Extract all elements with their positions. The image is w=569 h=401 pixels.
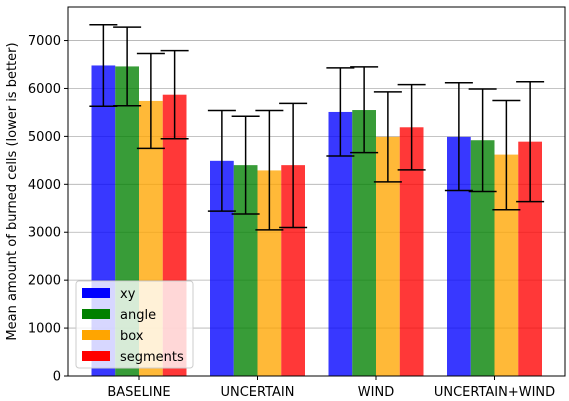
y-tick-label: 3000 (28, 226, 61, 241)
bar-xy-3 (447, 136, 471, 376)
y-axis: 0 1000 2000 3000 4000 5000 6000 7000 (28, 34, 68, 385)
bar-angle-1 (233, 165, 258, 376)
bar-angle-3 (470, 140, 495, 376)
plot-frame (67, 6, 566, 377)
bar-box-1 (257, 170, 282, 376)
y-tick-label: 5000 (28, 130, 61, 145)
legend-label-box: box (120, 329, 144, 344)
legend-swatch-box (82, 330, 110, 340)
legend-label-angle: angle (120, 308, 156, 323)
y-tick-label: 2000 (28, 274, 61, 289)
x-tick-label: UNCERTAIN (220, 385, 294, 400)
y-axis-label: Mean amount of burned cells (lower is be… (5, 42, 20, 340)
bar-segments-1 (281, 165, 305, 376)
bar-angle-2 (352, 110, 376, 376)
y-tick-label: 1000 (28, 322, 61, 337)
error-bars (89, 23, 545, 231)
bar-segments-3 (518, 141, 542, 376)
x-tick-label: WIND (358, 385, 394, 400)
legend-swatch-xy (82, 288, 110, 298)
bar-segments-2 (399, 127, 424, 376)
bar-box-2 (376, 136, 400, 376)
x-tick-label: UNCERTAIN+WIND (434, 385, 555, 400)
legend: xy angle box segments (75, 280, 194, 369)
legend-box (75, 280, 194, 369)
legend-label-segments: segments (120, 350, 184, 365)
legend-swatch-segments (82, 351, 110, 361)
x-axis: BASELINE UNCERTAIN WIND UNCERTAIN+WIND (107, 376, 555, 400)
bar-xy-1 (210, 160, 234, 376)
y-tick-label: 7000 (28, 34, 61, 49)
y-tick-label: 0 (53, 370, 61, 385)
y-tick-label: 6000 (28, 82, 61, 97)
x-tick-label: BASELINE (107, 385, 170, 400)
legend-swatch-angle (82, 309, 110, 319)
y-tick-label: 4000 (28, 178, 61, 193)
legend-label-xy: xy (120, 287, 136, 302)
bar-xy-2 (328, 111, 353, 377)
